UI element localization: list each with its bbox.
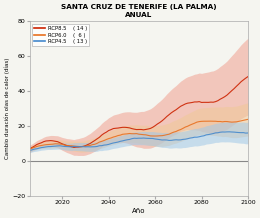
Title: SANTA CRUZ DE TENERIFE (LA PALMA)
ANUAL: SANTA CRUZ DE TENERIFE (LA PALMA) ANUAL — [61, 4, 217, 18]
X-axis label: Año: Año — [132, 208, 146, 214]
Legend: RCP8.5    ( 14 ), RCP6.0    (  6 ), RCP4.5    ( 13 ): RCP8.5 ( 14 ), RCP6.0 ( 6 ), RCP4.5 ( 13… — [32, 24, 89, 46]
Y-axis label: Cambio duración olas de calor (días): Cambio duración olas de calor (días) — [4, 58, 10, 159]
